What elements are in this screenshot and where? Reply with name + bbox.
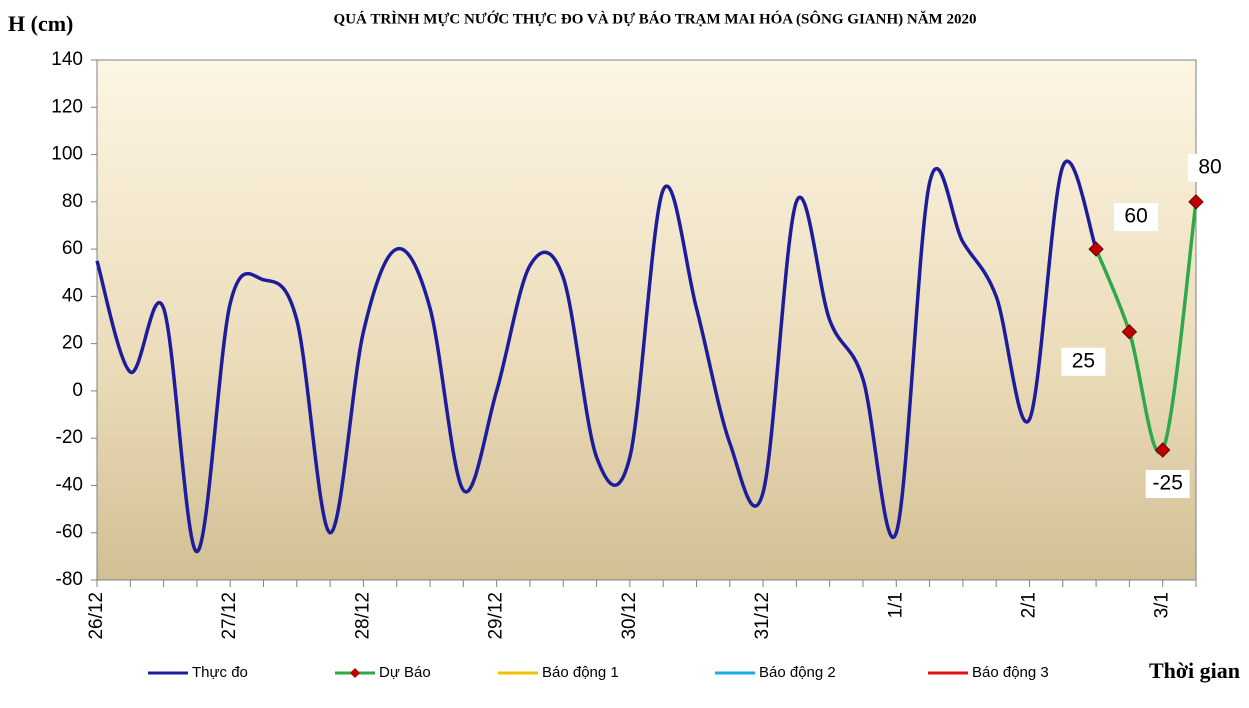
legend-label: Báo động 1: [542, 664, 619, 681]
x-tick-label: 27/12: [219, 592, 240, 640]
data-label: 60: [1124, 205, 1147, 228]
y-tick-label: 120: [51, 96, 83, 117]
y-tick-label: -20: [56, 427, 83, 448]
y-tick-label: 40: [62, 285, 83, 306]
y-tick-label: 60: [62, 238, 83, 259]
y-axis-label: H (cm): [8, 11, 73, 36]
line-series: [95, 159, 1098, 554]
data-label-box: [1145, 470, 1190, 498]
y-tick-label: -80: [56, 569, 83, 590]
legend-label: Dự Báo: [379, 664, 431, 681]
marker: [1121, 324, 1138, 340]
legend-marker: [350, 668, 360, 678]
y-tick-label: 0: [72, 380, 83, 401]
marker: [1188, 194, 1204, 210]
line-series: [1094, 201, 1198, 455]
y-tick-label: 80: [62, 191, 83, 212]
legend-label: Báo động 3: [972, 664, 1049, 681]
data-label: 25: [1072, 349, 1095, 372]
marker: [1154, 442, 1171, 458]
x-tick-label: 31/12: [752, 592, 773, 640]
x-tick-label: 28/12: [352, 592, 373, 640]
x-tick-label: 2/1: [1019, 592, 1040, 618]
x-tick-label: 30/12: [619, 592, 640, 640]
legend-label: Báo động 2: [759, 664, 836, 681]
data-label: 80: [1198, 155, 1221, 178]
y-tick-label: 20: [62, 333, 83, 354]
data-label-box: [1061, 347, 1106, 376]
chart-title: QUÁ TRÌNH MỰC NƯỚC THỰC ĐO VÀ DỰ BÁO TRẠ…: [334, 10, 977, 27]
y-tick-label: -40: [56, 474, 83, 495]
marker: [1088, 241, 1104, 257]
data-label-box: [1114, 203, 1159, 232]
x-tick-label: 3/1: [1152, 592, 1173, 618]
x-tick-label: 26/12: [86, 592, 107, 640]
x-tick-label: 29/12: [486, 592, 507, 640]
y-tick-label: -60: [56, 522, 83, 543]
data-label-box: [1188, 153, 1232, 182]
y-tick-label: 100: [51, 144, 83, 165]
x-tick-label: 1/1: [885, 592, 906, 618]
x-axis-label: Thời gian: [1149, 658, 1240, 683]
data-label: -25: [1153, 472, 1183, 495]
legend-label: Thực đo: [192, 664, 248, 681]
y-tick-label: 140: [51, 49, 83, 70]
